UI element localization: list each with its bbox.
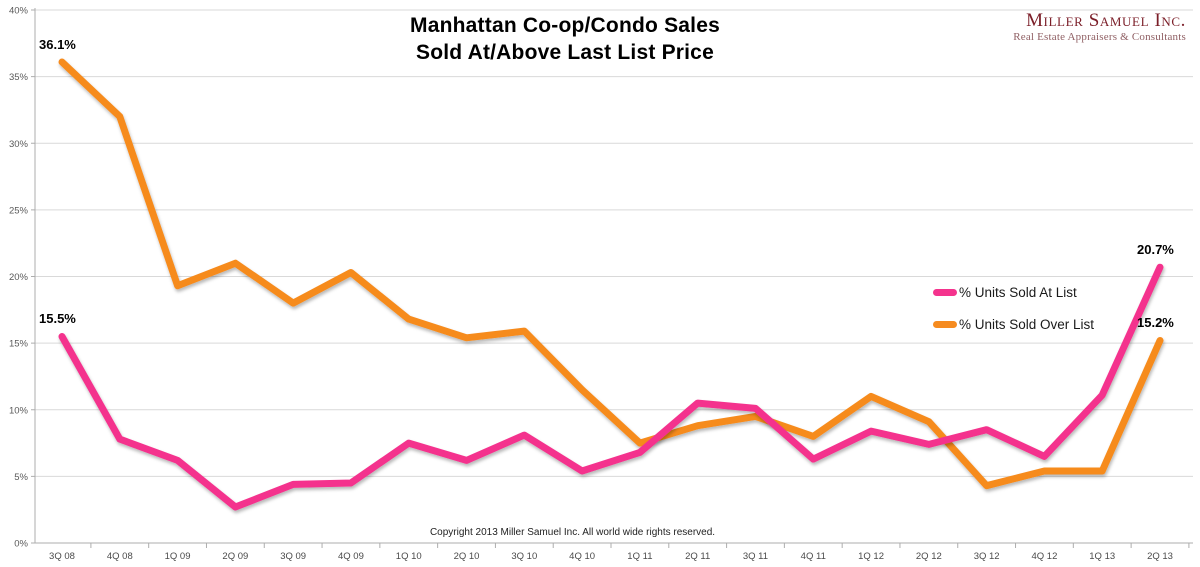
chart-title-line1: Manhattan Co-op/Condo Sales <box>410 14 720 37</box>
data-label-at-list-start: 15.5% <box>39 311 76 327</box>
svg-text:30%: 30% <box>9 139 29 150</box>
svg-text:3Q 08: 3Q 08 <box>49 551 75 562</box>
svg-text:1Q 11: 1Q 11 <box>627 551 652 562</box>
svg-text:4Q 08: 4Q 08 <box>107 551 133 562</box>
svg-text:1Q 10: 1Q 10 <box>396 551 422 562</box>
data-label-at-list-end: 20.7% <box>1137 242 1174 258</box>
svg-text:20%: 20% <box>9 272 29 283</box>
svg-text:10%: 10% <box>9 405 29 416</box>
legend-label-over-list: % Units Sold Over List <box>959 316 1095 332</box>
svg-text:35%: 35% <box>9 72 29 83</box>
svg-text:1Q 12: 1Q 12 <box>858 551 884 562</box>
svg-text:15%: 15% <box>9 339 29 350</box>
axis-tick-labels: 0% 5% 10% 15% 20% 25% 30% 35% 40% 3Q 08 4Q 08 1Q 09… <box>9 6 1173 563</box>
legend-item-over-list: % Units Sold Over List <box>933 313 1094 335</box>
svg-text:40%: 40% <box>9 6 29 17</box>
gridlines <box>35 9 1193 477</box>
logo-company-name: Miller Samuel Inc. <box>1026 10 1186 31</box>
svg-text:4Q 10: 4Q 10 <box>569 551 595 562</box>
svg-text:2Q 09: 2Q 09 <box>222 551 248 562</box>
svg-text:2Q 13: 2Q 13 <box>1147 551 1173 562</box>
data-series <box>58 58 1164 511</box>
svg-text:25%: 25% <box>9 205 29 216</box>
company-logo: Miller Samuel Inc. Real Estate Appraiser… <box>1013 10 1186 44</box>
svg-text:4Q 09: 4Q 09 <box>338 551 364 562</box>
chart-title-line2: Sold At/Above Last List Price <box>416 41 714 64</box>
svg-text:1Q 09: 1Q 09 <box>165 551 191 562</box>
svg-text:2Q 11: 2Q 11 <box>685 551 710 562</box>
logo-tagline: Real Estate Appraisers & Consultants <box>1013 31 1186 43</box>
legend-label-at-list: % Units Sold At List <box>959 284 1077 300</box>
svg-text:3Q 11: 3Q 11 <box>743 551 768 562</box>
svg-text:4Q 12: 4Q 12 <box>1031 551 1057 562</box>
svg-text:3Q 10: 3Q 10 <box>511 551 537 562</box>
svg-text:2Q 12: 2Q 12 <box>916 551 942 562</box>
svg-text:4Q 11: 4Q 11 <box>801 551 826 562</box>
chart-legend: % Units Sold At List % Units Sold Over L… <box>933 281 1094 345</box>
legend-item-at-list: % Units Sold At List <box>933 281 1094 303</box>
svg-text:5%: 5% <box>14 472 28 483</box>
legend-swatch-at-list-icon <box>933 288 957 296</box>
copyright-notice: Copyright 2013 Miller Samuel Inc. All wo… <box>429 527 716 538</box>
svg-text:2Q 10: 2Q 10 <box>454 551 480 562</box>
axes <box>31 8 1193 548</box>
svg-text:3Q 12: 3Q 12 <box>974 551 1000 562</box>
data-label-over-list-end: 15.2% <box>1137 315 1174 331</box>
chart-title: Manhattan Co-op/Condo Sales Sold At/Abov… <box>365 12 765 66</box>
legend-swatch-over-list-icon <box>933 320 957 328</box>
svg-text:0%: 0% <box>14 539 28 550</box>
data-label-over-list-start: 36.1% <box>39 36 76 52</box>
svg-text:1Q 13: 1Q 13 <box>1089 551 1115 562</box>
svg-text:3Q 09: 3Q 09 <box>280 551 306 562</box>
